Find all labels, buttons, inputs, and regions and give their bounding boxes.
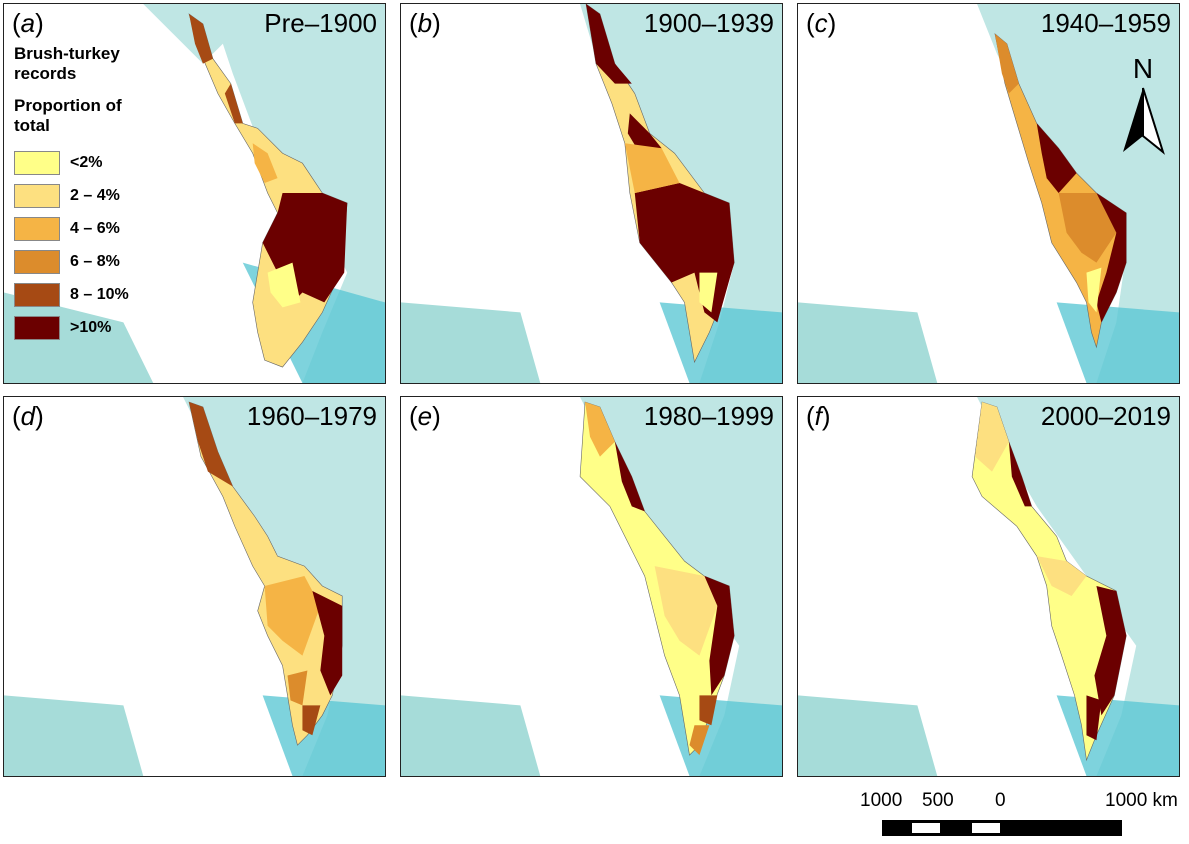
map-panel-c: (c) 1940–1959 N <box>797 3 1180 384</box>
legend-swatch <box>14 216 60 241</box>
legend-swatch <box>14 315 60 340</box>
panel-letter-b: (b) <box>409 8 441 38</box>
panel-letter-f: (f) <box>806 401 831 431</box>
legend-swatch <box>14 282 60 307</box>
scale-label: 1000 <box>860 790 903 811</box>
legend-item: 4 – 6% <box>14 212 129 245</box>
panel-period-d: 1960–1979 <box>246 401 377 431</box>
panel-period-c: 1940–1959 <box>1040 8 1171 38</box>
legend-item: 8 – 10% <box>14 278 129 311</box>
panel-letter-c: (c) <box>806 8 837 38</box>
legend-subtitle: Proportion of total <box>14 96 122 135</box>
scale-label: 500 <box>922 790 954 811</box>
map-c <box>798 4 1179 383</box>
legend-item: >10% <box>14 311 129 344</box>
svg-text:N: N <box>1133 53 1153 84</box>
map-panel-b: (b) 1900–1939 <box>400 3 783 384</box>
legend-items: <2% 2 – 4% 4 – 6% 6 – 8% 8 – 10% >10% <box>14 146 129 344</box>
panel-letter-d: (d) <box>12 401 44 431</box>
scale-label: 0 <box>995 790 1006 811</box>
scale-bar: 1000 500 0 1000 km <box>860 790 1178 840</box>
legend-item: 6 – 8% <box>14 245 129 278</box>
panel-letter-e: (e) <box>409 401 441 431</box>
map-a <box>4 4 385 383</box>
scale-label: 1000 km <box>1105 790 1178 811</box>
map-e <box>401 397 782 776</box>
legend-swatch <box>14 150 60 175</box>
legend-item: <2% <box>14 146 129 179</box>
panel-period-e: 1980–1999 <box>643 401 774 431</box>
map-f <box>798 397 1179 776</box>
map-panel-e: (e) 1980–1999 <box>400 396 783 777</box>
map-panel-d: (d) 1960–1979 <box>3 396 386 777</box>
map-legend: Brush-turkey records Proportion of total… <box>14 44 129 344</box>
panel-period-a: Pre–1900 <box>264 8 377 38</box>
map-panel-a: (a) Pre–1900 Brush-turkey records Propor… <box>3 3 386 384</box>
legend-title: Brush-turkey records <box>14 44 120 83</box>
scale-bar-graphic <box>882 820 1122 836</box>
north-arrow-icon: N <box>1123 53 1165 155</box>
map-b <box>401 4 782 383</box>
map-panel-f: (f) 2000–2019 <box>797 396 1180 777</box>
panel-period-b: 1900–1939 <box>643 8 774 38</box>
panel-letter-a: (a) <box>12 8 44 38</box>
legend-swatch <box>14 183 60 208</box>
legend-swatch <box>14 249 60 274</box>
map-d <box>4 397 385 776</box>
legend-item: 2 – 4% <box>14 179 129 212</box>
panel-period-f: 2000–2019 <box>1040 401 1171 431</box>
